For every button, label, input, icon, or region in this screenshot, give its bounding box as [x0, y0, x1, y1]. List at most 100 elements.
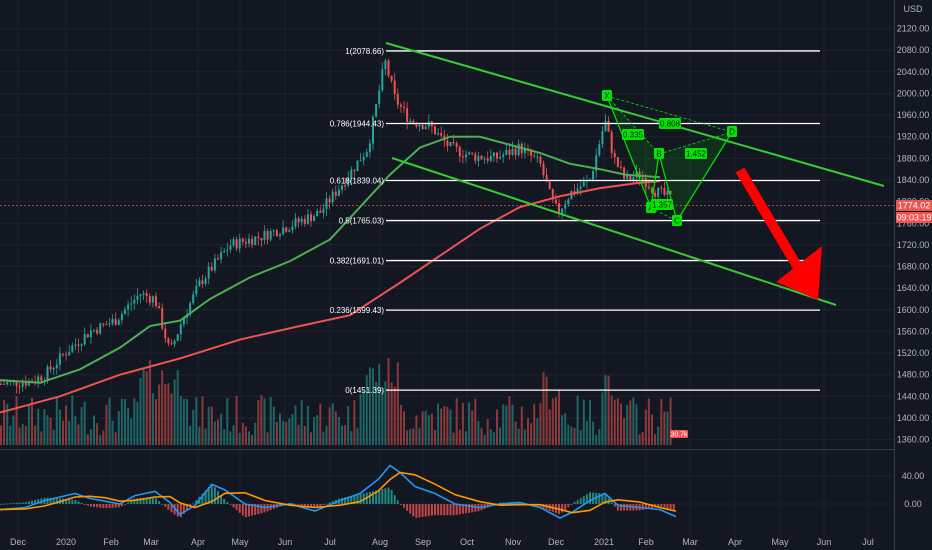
candle-body [55, 364, 58, 369]
candle-body [601, 131, 604, 145]
macd-histogram-bar [440, 504, 443, 516]
volume-bar [663, 411, 666, 445]
price-tick-label: 1520.00 [897, 348, 930, 358]
macd-histogram-bar [372, 491, 374, 504]
pattern-point-box [727, 126, 737, 137]
macd-histogram-bar [610, 502, 613, 504]
volume-bar [189, 425, 192, 445]
candle-body [288, 230, 291, 232]
volume-bar [217, 419, 219, 445]
macd-histogram-bar [300, 504, 303, 506]
pattern-ratio-line [606, 95, 660, 155]
fib-level-label: 0(1451.39) [345, 386, 384, 395]
macd-histogram-bar [55, 498, 58, 504]
fib-level-label: 0.786(1944.43) [330, 120, 385, 129]
candle-body [582, 181, 585, 187]
time-tick-label: Jul [324, 537, 336, 547]
candle-body [579, 186, 582, 189]
time-tick-label: 2021 [594, 537, 614, 547]
macd-histogram-bar [241, 504, 244, 516]
volume-badge-label: 30.7k [670, 432, 688, 439]
candle-body [86, 334, 89, 338]
volume-bar [564, 413, 567, 445]
forecast-arrow-head [776, 246, 822, 300]
volume-bar [223, 429, 226, 445]
candle-body [365, 152, 368, 157]
candle-body [437, 133, 440, 135]
volume-bar [427, 414, 430, 445]
price-axis: 1360.00 1400.00 1440.00 1480.00 1520.00 1560.… [897, 24, 930, 509]
macd-histogram-bar [257, 504, 260, 515]
volume-bar [595, 434, 598, 445]
candle-body [610, 131, 613, 154]
macd-histogram-bar [663, 504, 666, 508]
macd-histogram-bar [3, 503, 6, 505]
volume-bar [390, 382, 393, 445]
macd-histogram-bar [68, 499, 71, 504]
macd-histogram-bar [660, 504, 663, 507]
volume-bar [545, 376, 548, 445]
volume-bar [313, 416, 316, 445]
volume-bar [381, 387, 384, 445]
volume-bar [207, 406, 210, 445]
candle-body [421, 124, 424, 130]
volume-bar [399, 404, 402, 445]
candle-body [241, 238, 244, 242]
candle-body [161, 308, 164, 329]
candle-body [480, 155, 483, 160]
volume-bar [34, 425, 37, 445]
candle-body [145, 293, 148, 296]
time-tick-label: Dec [548, 537, 565, 547]
volume-bar [316, 415, 319, 445]
volume-bar [635, 404, 638, 445]
candle-body [158, 306, 161, 309]
price-tick-label: 1480.00 [897, 370, 930, 380]
candle-body [393, 80, 396, 94]
volume-bar [651, 414, 653, 445]
candle-body [58, 353, 61, 365]
candle-body [65, 354, 68, 356]
time-axis: Dec 2020 Feb Mar Apr May Jun Jul Aug Sep Oct Nov Dec… [10, 537, 874, 547]
candle-body [3, 383, 6, 385]
volume-bar [142, 368, 145, 445]
macd-histogram-bar [474, 504, 477, 512]
candle-body [623, 167, 626, 179]
volume-bar [548, 409, 551, 445]
volume-bar [474, 398, 477, 445]
candle-body [136, 295, 139, 300]
macd-histogram-bar [139, 498, 142, 504]
candle-body [108, 323, 111, 325]
volume-bar [542, 372, 545, 445]
candle-body [254, 236, 257, 245]
time-tick-label: Jun [278, 537, 293, 547]
candle-body [539, 156, 542, 164]
volume-bar [130, 418, 133, 445]
candle-body [545, 174, 548, 182]
volume-bar [589, 400, 591, 445]
macd-histogram-bar [322, 504, 325, 505]
candle-body [471, 152, 474, 154]
volume-bar [158, 384, 161, 445]
macd-histogram-bar [6, 503, 9, 505]
time-tick-label: Feb [638, 537, 654, 547]
candle-body [251, 238, 254, 245]
time-tick-label: Nov [505, 537, 522, 547]
macd-histogram-bar [313, 504, 316, 508]
macd-histogram-bar [238, 504, 241, 513]
volume-bar [18, 427, 21, 445]
candle-body [266, 230, 269, 240]
candle-body [220, 252, 223, 260]
candle-body [561, 208, 564, 214]
volume-bar [145, 371, 148, 445]
candle-body [217, 258, 219, 260]
volume-bar [396, 362, 399, 445]
volume-bar [151, 393, 154, 445]
candle-body [310, 214, 312, 222]
candle-body [24, 382, 27, 386]
volume-bar [585, 421, 588, 445]
price-tick-label: 2000.00 [897, 88, 930, 98]
candle-body [530, 149, 533, 156]
volume-bar [161, 370, 164, 445]
volume-bar [179, 395, 182, 445]
